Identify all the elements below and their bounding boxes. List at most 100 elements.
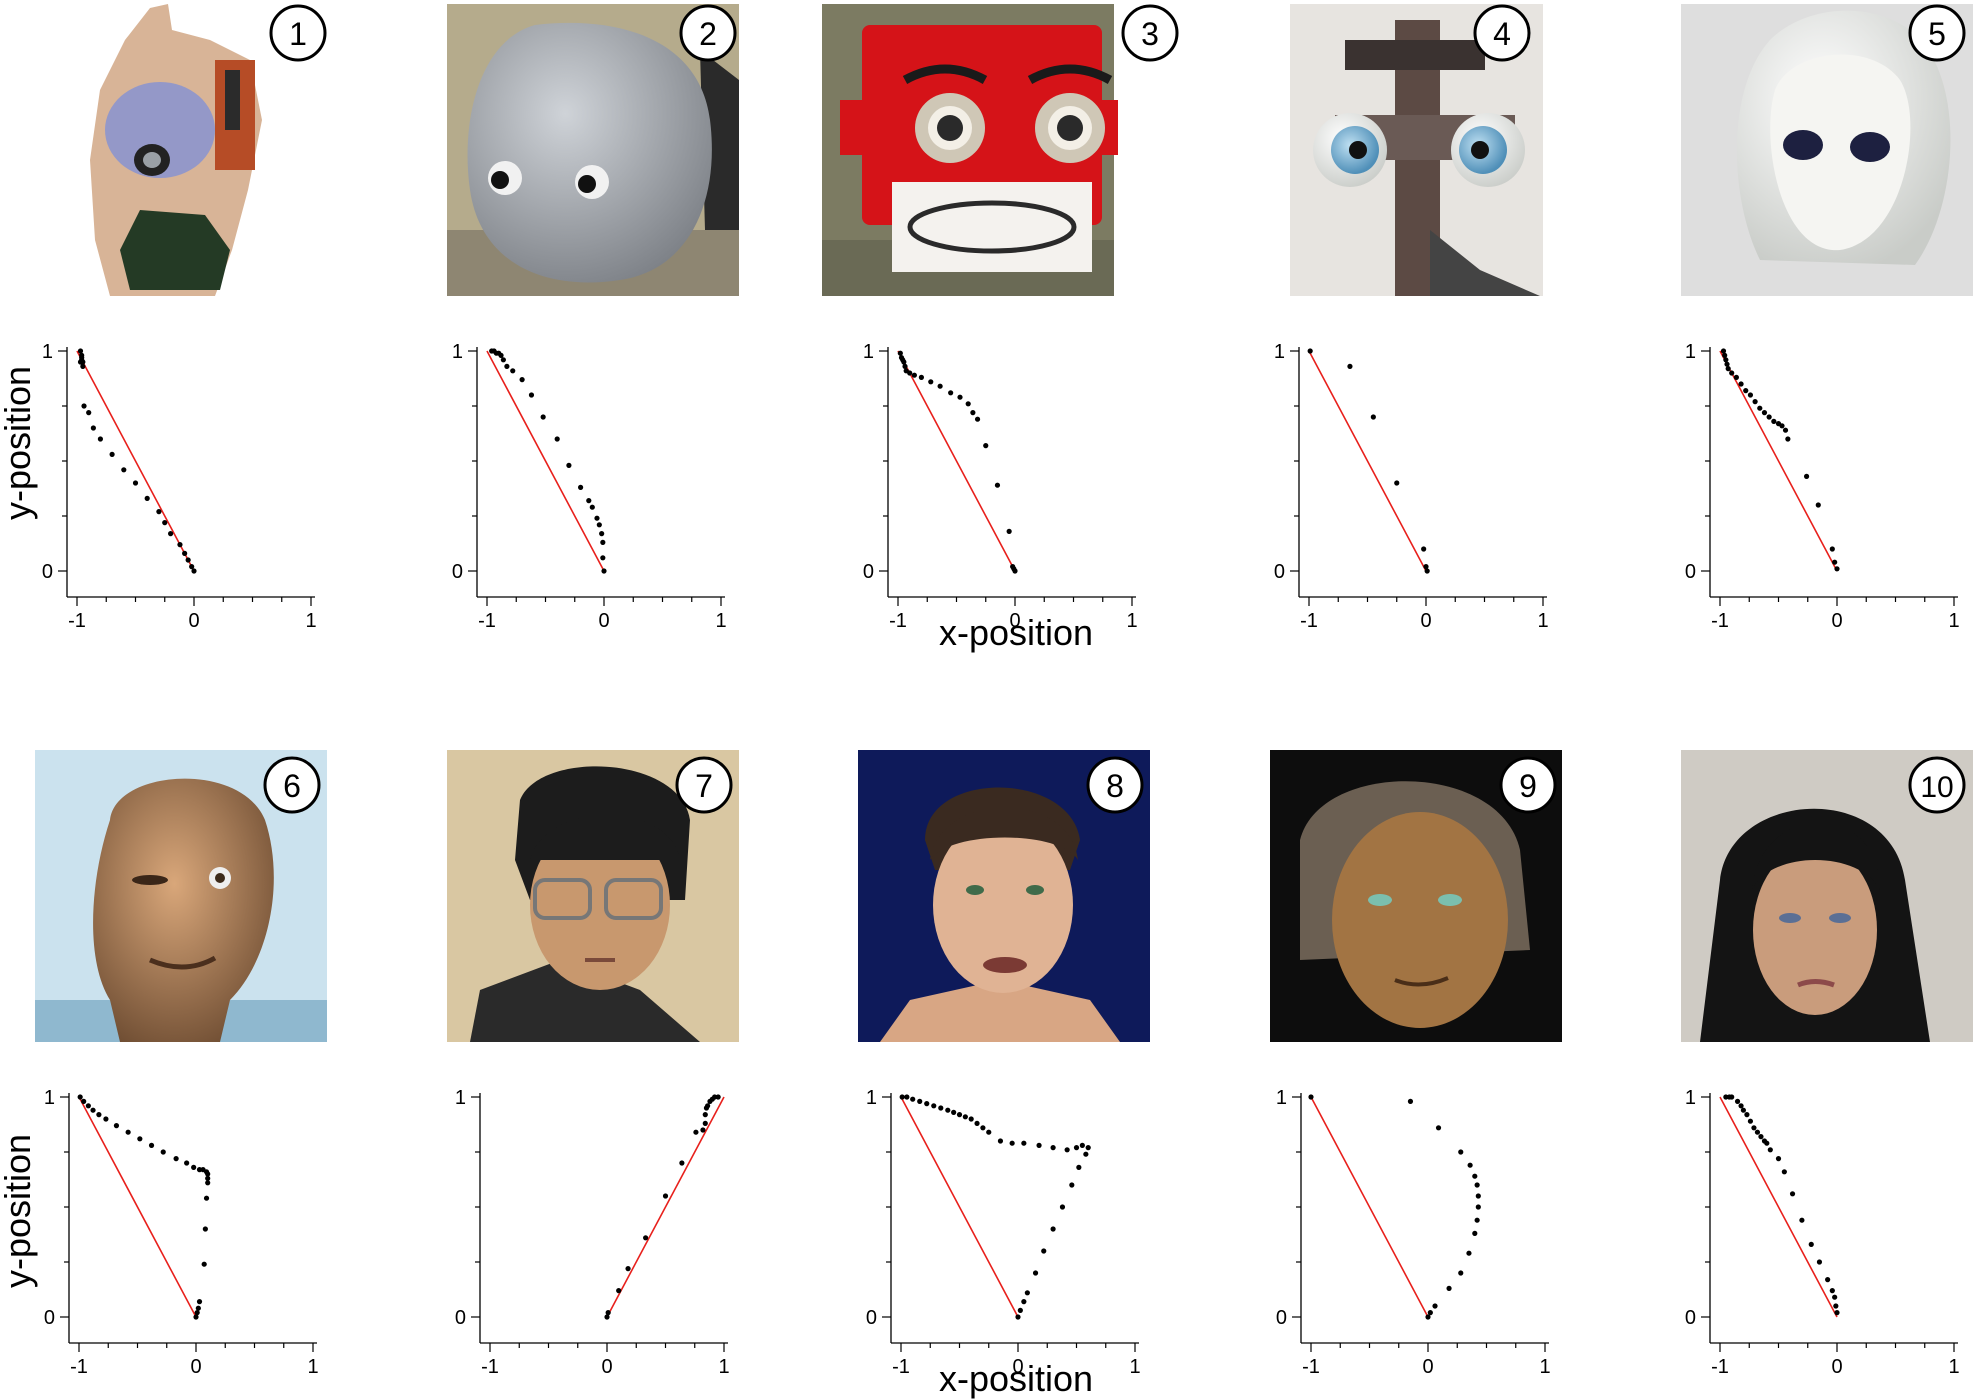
panel-number-7: 7 (695, 768, 713, 804)
scatter-panels: -1 0 101-1 0 101-1 0 101-1 0 101-1 0 101-1 0 101-1 0 1… (42, 341, 1960, 1378)
data-point (1751, 1125, 1757, 1131)
data-point (931, 1103, 937, 1109)
data-point (962, 1114, 968, 1120)
data-point (917, 1098, 923, 1104)
panel-badge-3: 3 (1121, 4, 1179, 62)
data-point (1766, 414, 1772, 420)
data-point (125, 1129, 131, 1135)
data-point (177, 542, 183, 548)
data-point (679, 1160, 685, 1166)
data-point (1472, 1173, 1478, 1179)
data-point (600, 539, 606, 546)
y-tick-label: 1 (452, 341, 463, 363)
x-tick-label: 0 (1831, 610, 1842, 632)
data-point (137, 1136, 143, 1142)
data-point (1079, 1142, 1085, 1148)
y-tick-label: 0 (1276, 1307, 1287, 1329)
data-point (1085, 1145, 1091, 1151)
y-tick-label: 0 (42, 561, 53, 583)
data-point (1017, 1307, 1023, 1313)
data-point (945, 1107, 951, 1113)
data-point (994, 482, 1001, 488)
data-point (195, 1305, 201, 1311)
reference-line (606, 1096, 725, 1318)
x-tick-label: -1 (892, 1356, 910, 1378)
data-point (983, 443, 989, 449)
data-point (121, 467, 127, 473)
data-point (1729, 370, 1735, 376)
data-point (1425, 1314, 1431, 1320)
data-point (956, 1112, 963, 1118)
data-point (1785, 436, 1791, 442)
x-tick-label: -1 (478, 610, 496, 632)
data-point (578, 484, 584, 490)
y-tick-label: 1 (1274, 341, 1285, 363)
data-point (1474, 1217, 1480, 1223)
data-point (1723, 357, 1729, 363)
data-point (586, 498, 592, 504)
data-point (1782, 427, 1789, 433)
x-tick-label: 1 (1948, 1356, 1959, 1378)
data-point (80, 363, 86, 369)
data-point (194, 1310, 200, 1316)
x-tick-label: 0 (1831, 1356, 1842, 1378)
reference-line (78, 1096, 197, 1318)
data-point (1829, 546, 1835, 552)
panel-number-1: 1 (289, 16, 307, 52)
x-tick-label: 0 (1009, 610, 1020, 632)
data-point (1722, 352, 1728, 358)
photo-10 (1681, 750, 1973, 1042)
data-point (901, 359, 907, 365)
data-point (1720, 348, 1727, 354)
y-tick-label: 0 (44, 1307, 55, 1329)
reference-line (1719, 1096, 1838, 1318)
data-point (1808, 1241, 1814, 1247)
data-point (1015, 1314, 1021, 1320)
data-point (951, 1109, 957, 1115)
reference-line (486, 350, 605, 572)
data-point (205, 1180, 211, 1186)
data-point (937, 383, 943, 389)
data-point (1834, 1310, 1840, 1316)
data-point (980, 1125, 986, 1131)
photo-3 (822, 4, 1118, 296)
data-point (965, 401, 971, 407)
scatter-panel-7: -1 0 1 0 1 (455, 1087, 730, 1378)
data-point (77, 1094, 83, 1100)
data-point (1738, 1103, 1744, 1109)
panel-number-9: 9 (1519, 768, 1537, 804)
data-point (201, 1261, 207, 1267)
data-point (1779, 423, 1785, 429)
data-point (182, 550, 188, 557)
data-point (1781, 1169, 1787, 1175)
data-point (77, 348, 84, 354)
data-point (184, 1160, 190, 1166)
data-point (1825, 1277, 1831, 1283)
data-point (144, 495, 150, 501)
data-point (625, 1266, 631, 1272)
y-tick-label: 1 (44, 1087, 55, 1109)
x-tick-label: 1 (1537, 610, 1548, 632)
data-point (1729, 1094, 1735, 1100)
data-point (1775, 1156, 1782, 1162)
data-point (924, 1101, 930, 1107)
data-point (970, 410, 976, 416)
x-tick-label: 1 (307, 1356, 318, 1378)
reference-line (1719, 350, 1838, 572)
x-tick-label: 0 (190, 1356, 201, 1378)
data-point (997, 1138, 1004, 1144)
data-point (205, 1171, 211, 1177)
x-tick-label: 0 (1422, 1356, 1433, 1378)
scatter-panel-3: -1 0 1 0 1 (863, 341, 1138, 632)
data-point (1725, 366, 1731, 372)
panel-badge-2: 2 (679, 4, 737, 62)
data-point (1771, 418, 1777, 424)
x-tick-label: -1 (1300, 610, 1318, 632)
data-point (616, 1288, 622, 1294)
data-point (1012, 568, 1018, 574)
data-point (662, 1193, 669, 1199)
data-point (1467, 1162, 1473, 1168)
data-point (1006, 528, 1012, 535)
data-point (928, 379, 934, 385)
panel-badge-4: 4 (1473, 4, 1531, 62)
